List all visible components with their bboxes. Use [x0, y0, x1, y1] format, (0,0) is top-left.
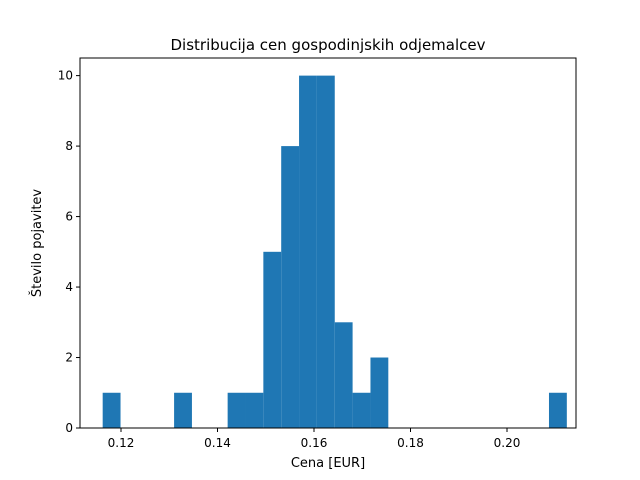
- histogram-bar: [548, 392, 567, 428]
- y-tick-label: 8: [65, 139, 73, 153]
- histogram-bar: [245, 392, 264, 428]
- x-axis-ticks: 0.12 0.14 0.16 0.18 0.20: [108, 428, 521, 450]
- x-tick-label: 0.16: [301, 436, 328, 450]
- x-tick-label: 0.20: [494, 436, 521, 450]
- histogram-bar: [174, 392, 192, 428]
- histogram-bar: [370, 357, 389, 428]
- x-axis-label: Cena [EUR]: [291, 456, 365, 471]
- histogram-bar: [352, 392, 371, 428]
- histogram-bar: [334, 322, 353, 428]
- histogram-bar: [263, 251, 282, 428]
- x-tick-label: 0.18: [397, 436, 424, 450]
- x-tick-label: 0.12: [108, 436, 135, 450]
- y-tick-label: 10: [58, 69, 73, 83]
- x-tick-label: 0.14: [204, 436, 231, 450]
- histogram-bar: [299, 75, 317, 429]
- y-tick-label: 2: [65, 351, 73, 365]
- histogram-bar: [102, 392, 121, 428]
- histogram-bar: [316, 75, 335, 429]
- bars-group: [102, 75, 567, 429]
- chart-title: Distribucija cen gospodinjskih odjemalce…: [170, 36, 485, 54]
- y-axis-label: Število pojavitev: [29, 189, 45, 298]
- y-tick-label: 6: [65, 210, 73, 224]
- y-tick-label: 4: [65, 280, 73, 294]
- plot-frame: [79, 57, 577, 429]
- y-tick-label: 0: [65, 421, 73, 435]
- histogram-bar: [227, 392, 246, 428]
- histogram-bar: [281, 146, 300, 428]
- y-axis-ticks: 0 2 4 6 8 10: [58, 69, 80, 435]
